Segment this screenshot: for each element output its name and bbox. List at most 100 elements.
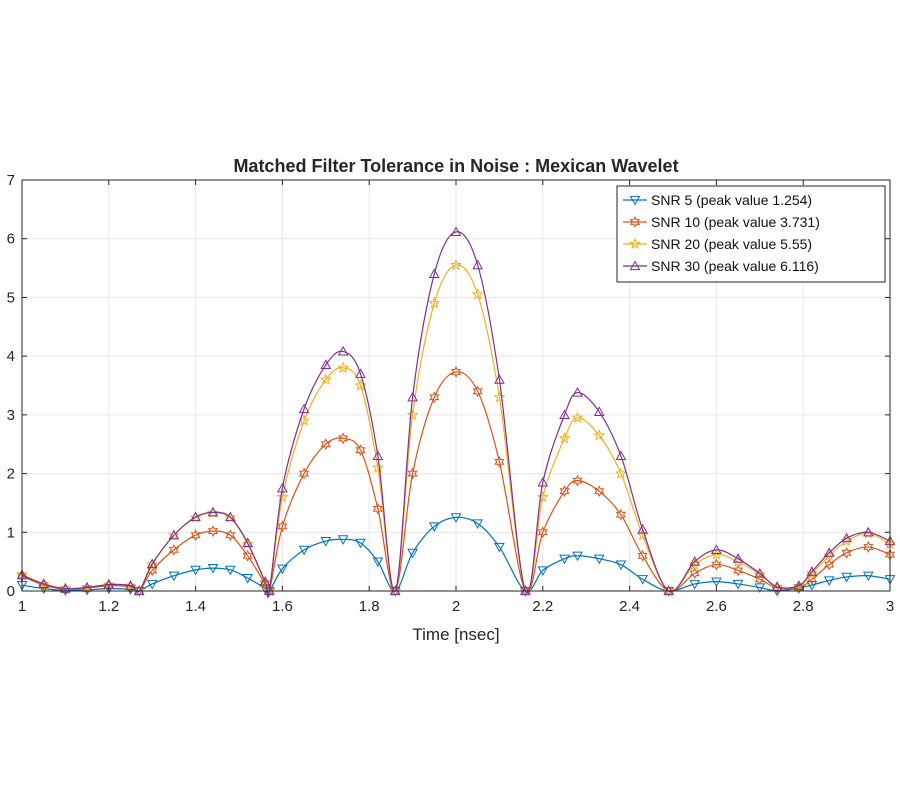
series-4	[16, 226, 896, 598]
data-point	[572, 551, 583, 562]
data-point	[224, 511, 237, 523]
data-point	[771, 581, 783, 591]
data-point	[537, 526, 548, 539]
data-point	[298, 403, 310, 414]
y-tick-label: 0	[7, 583, 15, 600]
y-tick-label: 7	[7, 172, 15, 189]
data-point	[571, 411, 584, 423]
data-point	[593, 406, 605, 417]
data-point	[689, 556, 701, 566]
data-point	[494, 374, 505, 384]
legend-entry-label: SNR 10 (peak value 3.731)	[651, 214, 820, 230]
data-point	[824, 558, 835, 571]
data-point	[806, 581, 818, 591]
data-point	[319, 373, 332, 385]
y-tick-label: 3	[7, 407, 15, 424]
data-point	[60, 583, 71, 593]
data-point	[125, 580, 136, 590]
data-point	[472, 519, 484, 530]
data-point	[558, 431, 571, 444]
x-tick-label: 1.4	[185, 598, 206, 615]
x-tick-label: 2.8	[793, 598, 814, 615]
data-point	[823, 576, 835, 586]
data-point	[572, 387, 583, 397]
data-point	[320, 536, 332, 547]
data-point	[841, 532, 852, 543]
data-point	[81, 581, 94, 593]
data-point	[264, 585, 275, 597]
legend-entry-label: SNR 5 (peak value 1.254)	[651, 192, 812, 208]
data-point	[320, 359, 332, 370]
data-point	[711, 544, 722, 554]
data-point	[337, 345, 349, 356]
data-point	[168, 543, 180, 556]
data-point	[823, 547, 835, 557]
data-point	[371, 461, 384, 473]
x-tick-label: 1.6	[272, 598, 293, 615]
legend-marker	[629, 195, 641, 206]
data-point	[277, 564, 288, 575]
data-point	[337, 361, 350, 374]
data-point	[259, 575, 272, 588]
data-point	[593, 554, 605, 565]
data-point	[320, 438, 331, 451]
data-point	[389, 584, 402, 597]
legend-marker	[629, 260, 641, 271]
data-point	[614, 467, 627, 479]
legend: SNR 5 (peak value 1.254) SNR 10 (peak val…	[616, 185, 886, 283]
data-point	[189, 511, 202, 523]
data-point	[863, 541, 874, 553]
data-point	[298, 545, 310, 556]
data-point	[841, 546, 852, 559]
data-point	[190, 511, 201, 522]
series-line	[21, 371, 891, 596]
data-point	[689, 579, 701, 590]
data-point	[407, 467, 418, 480]
data-point	[224, 565, 236, 576]
data-point	[862, 526, 874, 537]
data-point	[636, 528, 649, 541]
legend-entry-label: SNR 20 (peak value 5.55)	[651, 236, 812, 252]
data-point	[146, 579, 158, 590]
y-tick-label: 2	[7, 466, 15, 483]
data-point	[806, 566, 818, 576]
x-axis-title: Time [nsec]	[412, 625, 499, 644]
data-point	[615, 508, 627, 521]
data-point	[559, 485, 570, 498]
data-point	[242, 573, 254, 584]
data-point	[471, 288, 484, 300]
data-point	[732, 579, 744, 590]
legend-marker	[629, 216, 641, 228]
chart-title: Matched Filter Tolerance in Noise : Mexi…	[233, 156, 678, 176]
x-tick-label: 1.2	[98, 598, 119, 615]
data-point	[190, 529, 201, 542]
data-point	[472, 385, 483, 398]
y-tick-label: 4	[7, 348, 15, 365]
data-point	[337, 535, 349, 545]
data-point	[711, 558, 722, 571]
data-point	[407, 548, 418, 559]
data-point	[277, 482, 288, 493]
data-point	[662, 584, 675, 597]
data-point	[537, 566, 549, 576]
data-point	[615, 560, 627, 571]
legend-entry-label: SNR 30 (peak value 6.116)	[651, 258, 819, 274]
x-tick-label: 2.6	[706, 598, 727, 615]
y-tick-label: 5	[7, 289, 15, 306]
data-point	[732, 564, 744, 577]
data-point	[450, 226, 462, 237]
data-point	[407, 391, 418, 402]
data-point	[559, 409, 570, 419]
y-tick-label: 6	[7, 231, 15, 248]
data-point	[390, 585, 401, 597]
x-tick-label: 2.2	[532, 598, 553, 615]
data-point	[663, 585, 674, 597]
data-point	[355, 444, 366, 456]
data-point	[710, 548, 723, 560]
data-point	[124, 579, 137, 591]
data-point	[190, 565, 201, 576]
data-point	[536, 490, 549, 503]
